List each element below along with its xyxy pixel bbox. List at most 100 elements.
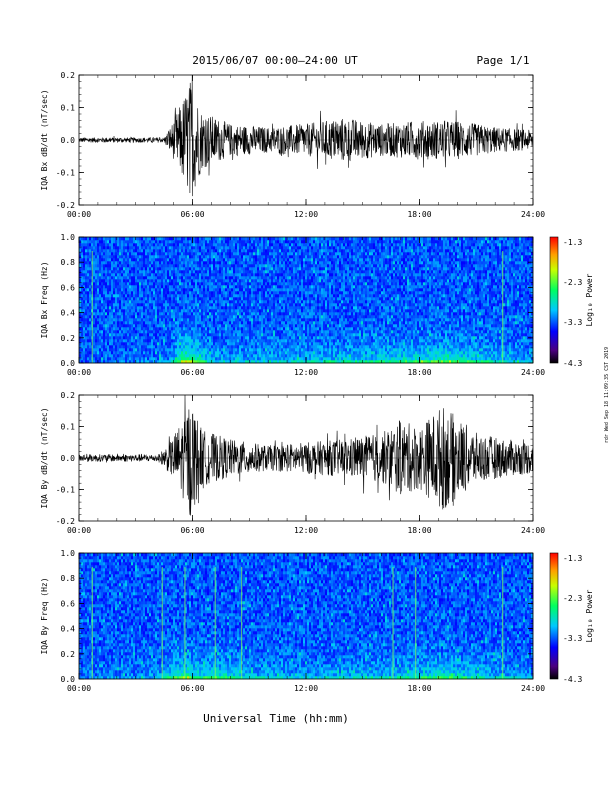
spectrogram-cell — [293, 258, 295, 261]
spectrogram-cell — [269, 243, 271, 246]
spectrogram-cell — [207, 312, 209, 315]
spectrogram-cell — [171, 294, 173, 297]
spectrogram-cell — [301, 252, 303, 255]
spectrogram-cell — [163, 318, 165, 321]
spectrogram-cell — [121, 330, 123, 333]
spectrogram-cell — [183, 324, 185, 327]
spectrogram-cell — [231, 252, 233, 255]
spectrogram-cell — [309, 321, 311, 324]
spectrogram-cell — [235, 294, 237, 297]
spectrogram-cell — [145, 240, 147, 243]
spectrogram-cell — [93, 345, 95, 348]
spectrogram-cell — [105, 303, 107, 306]
spectrogram-cell — [95, 351, 97, 354]
spectrogram-cell — [269, 291, 271, 294]
spectrogram-cell — [151, 348, 153, 351]
spectrogram-cell — [163, 291, 165, 294]
spectrogram-cell — [93, 306, 95, 309]
spectrogram-cell — [175, 321, 177, 324]
spectrogram-cell — [283, 258, 285, 261]
spectrogram-cell — [101, 264, 103, 267]
spectrogram-cell — [231, 333, 233, 336]
spectrogram-cell — [163, 330, 165, 333]
spectrogram-cell — [237, 306, 239, 309]
spectrogram-cell — [161, 336, 163, 339]
spectrogram-cell — [187, 264, 189, 267]
spectrogram-cell — [111, 309, 113, 312]
spectrogram-cell — [219, 333, 221, 336]
spectrogram-cell — [107, 270, 109, 273]
spectrogram-cell — [89, 318, 91, 321]
spectrogram-cell — [119, 306, 121, 309]
spectrogram-cell — [157, 252, 159, 255]
spectrogram-cell — [127, 306, 129, 309]
spectrogram-cell — [287, 342, 289, 345]
spectrogram-cell — [123, 333, 125, 336]
spectrogram-cell — [259, 267, 261, 270]
spectrogram-cell — [263, 294, 265, 297]
spectrogram-cell — [91, 240, 93, 243]
spectrogram-cell — [159, 267, 161, 270]
spectrogram-cell — [295, 294, 297, 297]
spectrogram-cell — [103, 240, 105, 243]
spectrogram-cell — [291, 303, 293, 306]
spectrogram-cell — [283, 246, 285, 249]
spectrogram-cell — [127, 303, 129, 306]
spectrogram-cell — [137, 312, 139, 315]
spectrogram-cell — [155, 354, 157, 357]
spectrogram-cell — [225, 321, 227, 324]
spectrogram-cell — [121, 357, 123, 360]
spectrogram-cell — [97, 330, 99, 333]
spectrogram-cell — [211, 270, 213, 273]
spectrogram-cell — [177, 249, 179, 252]
spectrogram-cell — [195, 252, 197, 255]
spectrogram-cell — [241, 312, 243, 315]
spectrogram-cell — [221, 288, 223, 291]
spectrogram-cell — [249, 261, 251, 264]
spectrogram-cell — [133, 258, 135, 261]
spectrogram-cell — [255, 348, 257, 351]
spectrogram-cell — [151, 279, 153, 282]
spectrogram-cell — [207, 264, 209, 267]
spectrogram-cell — [243, 258, 245, 261]
spectrogram-cell — [217, 312, 219, 315]
spectrogram-cell — [133, 249, 135, 252]
spectrogram-cell — [177, 243, 179, 246]
spectrogram-cell — [171, 285, 173, 288]
spectrogram-cell — [157, 240, 159, 243]
spectrogram-cell — [173, 297, 175, 300]
spectrogram-cell — [165, 297, 167, 300]
spectrogram-cell — [171, 312, 173, 315]
spectrogram-cell — [235, 306, 237, 309]
spectrogram-cell — [267, 300, 269, 303]
spectrogram-cell — [107, 306, 109, 309]
spectrogram-cell — [277, 321, 279, 324]
spectrogram-cell — [165, 270, 167, 273]
spectrogram-cell — [273, 327, 275, 330]
spectrogram-cell — [209, 237, 211, 240]
spectrogram-cell — [141, 261, 143, 264]
spectrogram-cell — [225, 324, 227, 327]
spectrogram-cell — [297, 327, 299, 330]
spectrogram-cell — [135, 291, 137, 294]
spectrogram-cell — [143, 354, 145, 357]
spectrogram-cell — [157, 300, 159, 303]
spectrogram-cell — [167, 333, 169, 336]
spectrogram-cell — [179, 264, 181, 267]
spectrogram-cell — [129, 237, 131, 240]
spectrogram-cell — [137, 255, 139, 258]
spectrogram-cell — [81, 237, 83, 240]
spectrogram-cell — [165, 288, 167, 291]
spectrogram-cell — [233, 330, 235, 333]
spectrogram-cell — [121, 300, 123, 303]
spectrogram-cell — [211, 300, 213, 303]
spectrogram-cell — [131, 267, 133, 270]
spectrogram-cell — [237, 258, 239, 261]
spectrogram-cell — [97, 294, 99, 297]
spectrogram-cell — [183, 285, 185, 288]
spectrogram-cell — [241, 309, 243, 312]
spectrogram-cell — [265, 357, 267, 360]
spectrogram-cell — [243, 309, 245, 312]
spectrogram-cell — [151, 303, 153, 306]
spectrogram-cell — [137, 285, 139, 288]
